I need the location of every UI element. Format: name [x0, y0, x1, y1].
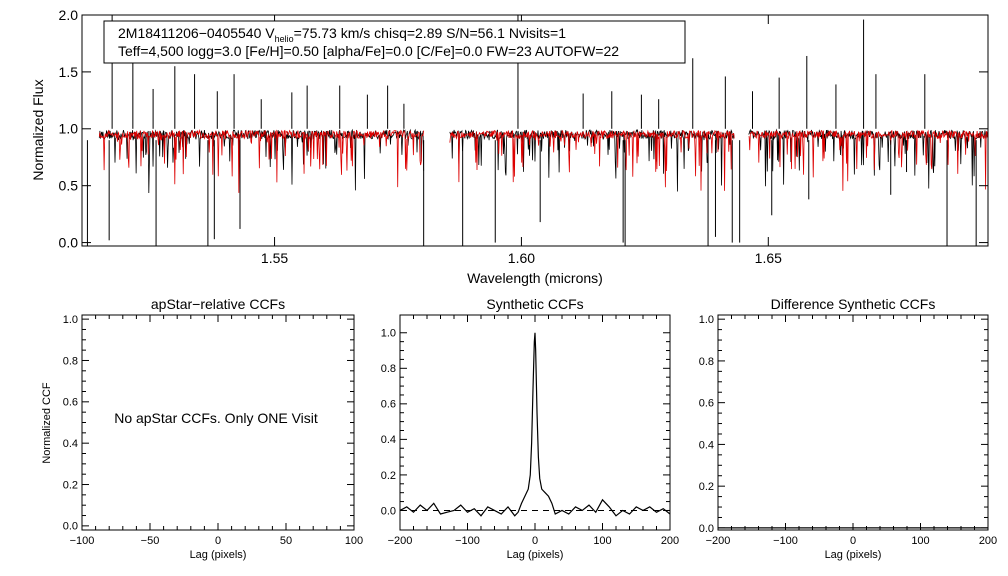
- x-tick-label: 1.65: [755, 250, 782, 266]
- difference-x-axis-label: Lag (pixels): [825, 549, 882, 561]
- y-tick-label: 0.8: [381, 363, 396, 375]
- spectrum-plot-area: [86, 15, 989, 246]
- apstar-x-axis-label: Lag (pixels): [190, 549, 247, 561]
- x-tick-label: −200: [706, 535, 731, 547]
- y-tick-label: 0.0: [699, 523, 714, 535]
- synthetic-x-axis-label: Lag (pixels): [507, 549, 564, 561]
- info-line1-pre: 2M18411206−0405540 V: [118, 25, 275, 41]
- synthetic-ticks: −200 −100 0 100 200 0.0 0.2 0.4 0.6 0.8 1.0: [381, 315, 679, 547]
- x-tick-label: 100: [593, 535, 611, 547]
- difference-title: Difference Synthetic CCFs: [771, 296, 936, 312]
- y-tick-label: 2.0: [59, 7, 79, 23]
- y-tick-label: 1.0: [381, 328, 396, 340]
- synthetic-ccf-line: [399, 332, 671, 517]
- y-tick-label: 0.2: [699, 481, 714, 493]
- y-tick-label: 0.0: [59, 234, 79, 250]
- difference-ticks: −200 −100 0 100 200 0.0 0.2 0.4 0.6 0.8 1.0: [699, 314, 997, 547]
- x-tick-label: 50: [280, 535, 292, 547]
- x-tick-label: 200: [661, 535, 679, 547]
- x-tick-label: 0: [850, 535, 856, 547]
- y-tick-label: 0.0: [63, 521, 78, 533]
- y-tick-label: 0.8: [699, 356, 714, 368]
- model-spectrum-line: [449, 129, 735, 191]
- x-tick-label: 100: [345, 535, 363, 547]
- x-tick-label: −100: [773, 535, 798, 547]
- spectrum-x-axis-label: Wavelength (microns): [467, 270, 603, 286]
- y-tick-label: 0.4: [699, 439, 714, 451]
- y-tick-label: 1.5: [59, 64, 79, 80]
- spectrum-info-box: 2M18411206−0405540 Vhelio=75.73 km/s chi…: [103, 20, 686, 64]
- y-tick-label: 0.2: [63, 479, 78, 491]
- x-tick-label: 0: [215, 535, 221, 547]
- no-ccf-message: No apStar CCFs. Only ONE Visit: [114, 410, 318, 426]
- spectrum-panel: 1.55 1.60 1.65 0.0 0.5 1.0 1.5 2.0 Wavelength (…: [30, 7, 989, 286]
- synthetic-title: Synthetic CCFs: [486, 296, 583, 312]
- y-tick-label: 1.0: [59, 121, 79, 137]
- x-tick-label: 0: [532, 535, 538, 547]
- x-tick-label: −200: [388, 535, 413, 547]
- y-tick-label: 1.0: [63, 314, 78, 326]
- spectrum-y-axis-label: Normalized Flux: [30, 79, 46, 180]
- info-box-line-2: Teff=4,500 logg=3.0 [Fe/H]=0.50 [alpha/F…: [118, 43, 619, 59]
- difference-ccf-panel: −200 −100 0 100 200 0.0 0.2 0.4 0.6 0.8 1.0 Differ…: [699, 296, 997, 561]
- synthetic-ccf-panel: −200 −100 0 100 200 0.0 0.2 0.4 0.6 0.8 1.0 Synthe…: [381, 296, 679, 561]
- info-line1-post: =75.73 km/s chisq=2.89 S/N=56.1 Nvisits=…: [294, 25, 567, 41]
- x-tick-label: 100: [911, 535, 929, 547]
- y-tick-label: 0.8: [63, 355, 78, 367]
- y-tick-label: 0.6: [381, 399, 396, 411]
- y-tick-label: 1.0: [699, 314, 714, 326]
- x-tick-label: 200: [979, 535, 997, 547]
- y-tick-label: 0.0: [381, 505, 396, 517]
- info-line1-subscript: helio: [275, 34, 294, 44]
- difference-frame: [717, 314, 989, 531]
- model-spectrum-line: [748, 129, 989, 191]
- y-tick-label: 0.5: [59, 178, 79, 194]
- y-tick-label: 0.4: [63, 438, 78, 450]
- apstar-ticks: −100 −50 0 50 100 0.0 0.2 0.4 0.6 0.8 1.0: [63, 314, 363, 547]
- spectrum-ticks: 1.55 1.60 1.65 0.0 0.5 1.0 1.5 2.0: [59, 7, 988, 266]
- x-tick-label: 1.55: [261, 250, 288, 266]
- synthetic-plot-area: [399, 332, 671, 517]
- y-tick-label: 0.2: [381, 470, 396, 482]
- apstar-title: apStar−relative CCFs: [151, 296, 285, 312]
- apstar-ccf-panel: −100 −50 0 50 100 0.0 0.2 0.4 0.6 0.8 1.0 apStar−r…: [41, 296, 363, 561]
- info-box-line-1: 2M18411206−0405540 Vhelio=75.73 km/s chi…: [118, 25, 566, 44]
- apstar-y-axis-label: Normalized CCF: [41, 382, 53, 464]
- y-tick-label: 0.4: [381, 434, 396, 446]
- x-tick-label: −50: [141, 535, 160, 547]
- x-tick-label: −100: [455, 535, 480, 547]
- y-tick-label: 0.6: [699, 398, 714, 410]
- model-spectrum-line: [98, 129, 425, 193]
- info-box-frame: [103, 20, 686, 64]
- observed-spectrum-line: [449, 128, 735, 192]
- x-tick-label: −100: [70, 535, 95, 547]
- x-tick-label: 1.60: [508, 250, 535, 266]
- spectrum-frame: [81, 14, 989, 247]
- y-tick-label: 0.6: [63, 397, 78, 409]
